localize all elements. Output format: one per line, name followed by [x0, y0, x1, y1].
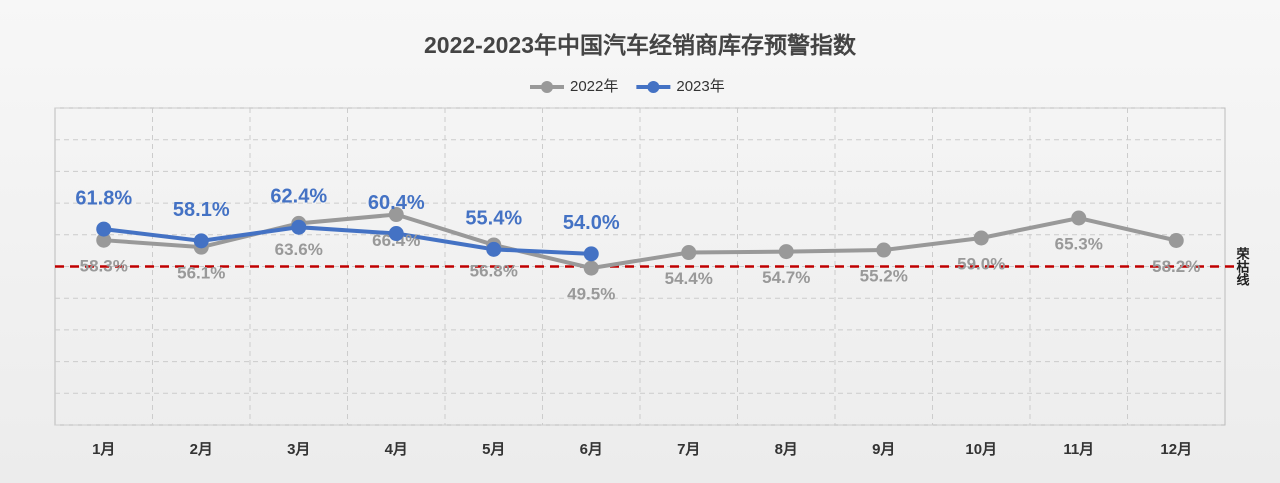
- data-label: 60.4%: [368, 192, 425, 214]
- x-tick-label: 5月: [482, 441, 505, 458]
- data-label: 61.8%: [75, 187, 132, 209]
- data-label: 58.2%: [1152, 257, 1200, 276]
- data-point: [291, 219, 307, 235]
- x-tick-label: 8月: [775, 441, 798, 458]
- data-point: [681, 245, 697, 261]
- reference-line-label: 荣枯线: [1235, 246, 1251, 287]
- data-label: 59.0%: [957, 254, 1005, 273]
- data-point: [583, 260, 599, 276]
- data-point: [1071, 210, 1087, 226]
- legend-label: 2023年: [676, 78, 724, 95]
- data-label: 56.1%: [177, 264, 225, 283]
- data-point: [1168, 233, 1184, 249]
- data-point: [193, 233, 209, 249]
- legend-label: 2022年: [570, 78, 618, 95]
- data-label: 58.3%: [80, 257, 128, 276]
- x-tick-label: 6月: [580, 441, 603, 458]
- data-point: [973, 230, 989, 246]
- data-point: [388, 207, 404, 223]
- x-tick-label: 1月: [92, 441, 115, 458]
- x-tick-label: 10月: [965, 441, 997, 458]
- data-label: 54.7%: [762, 268, 810, 287]
- data-point: [96, 232, 112, 248]
- x-tick-label: 2月: [190, 441, 213, 458]
- data-label: 55.2%: [860, 267, 908, 286]
- data-label: 65.3%: [1055, 234, 1103, 253]
- x-tick-label: 7月: [677, 441, 700, 458]
- data-label: 54.4%: [665, 269, 713, 288]
- legend-marker: [647, 81, 660, 93]
- data-label: 49.5%: [567, 285, 615, 304]
- series-line: [103, 212, 1177, 271]
- x-tick-label: 12月: [1160, 441, 1192, 458]
- legend-marker: [541, 81, 553, 93]
- data-label: 58.1%: [173, 199, 230, 221]
- x-tick-label: 11月: [1063, 441, 1094, 458]
- data-point: [486, 241, 502, 257]
- chart-title: 2022-2023年中国汽车经销商库存预警指数: [424, 32, 857, 58]
- data-label: 62.4%: [270, 185, 327, 207]
- x-tick-label: 4月: [385, 441, 408, 458]
- data-point: [778, 244, 794, 260]
- data-point: [876, 242, 892, 258]
- x-tick-label: 9月: [872, 441, 895, 458]
- series-line: [103, 225, 592, 256]
- data-label: 55.4%: [465, 208, 522, 230]
- data-label: 63.6%: [275, 240, 323, 259]
- data-point: [96, 221, 112, 237]
- data-point: [583, 246, 599, 262]
- data-label: 56.8%: [470, 261, 518, 280]
- data-point: [388, 226, 404, 242]
- data-label: 54.0%: [563, 212, 620, 234]
- x-tick-label: 3月: [287, 441, 310, 458]
